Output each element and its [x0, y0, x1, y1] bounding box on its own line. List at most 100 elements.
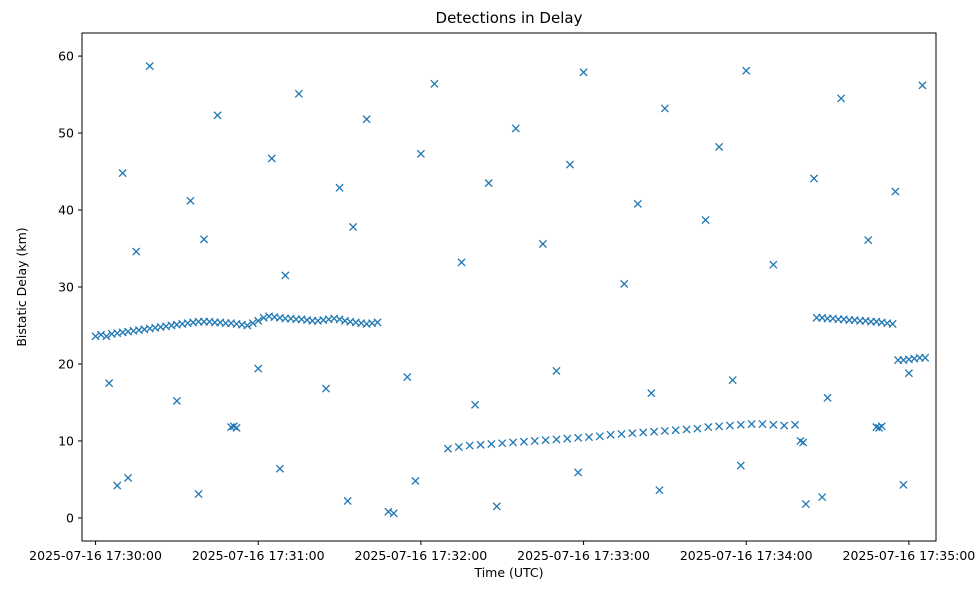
data-point	[335, 183, 344, 192]
data-point	[715, 142, 724, 151]
data-point	[736, 420, 745, 429]
data-point	[574, 433, 583, 442]
data-point	[579, 68, 588, 77]
data-point	[769, 420, 778, 429]
x-tick-label: 2025-07-16 17:35:00	[843, 548, 976, 563]
data-point	[918, 81, 927, 90]
data-point	[509, 438, 518, 447]
data-point	[715, 422, 724, 431]
data-point	[199, 235, 209, 244]
data-point	[701, 215, 710, 225]
data-point	[563, 434, 572, 443]
data-point	[132, 247, 141, 256]
data-point	[321, 384, 331, 393]
x-tick-label: 2025-07-16 17:31:00	[192, 548, 325, 563]
y-axis: 0 10 20 30 40 50 60	[58, 49, 82, 525]
data-point	[484, 179, 493, 188]
data-point	[476, 440, 485, 449]
data-point	[693, 424, 702, 433]
data-point	[620, 279, 629, 288]
data-point	[511, 124, 520, 133]
data-point	[809, 174, 819, 183]
data-point	[349, 222, 358, 232]
data-point	[801, 499, 810, 509]
data-point	[294, 89, 303, 98]
x-tick-label: 2025-07-16 17:34:00	[680, 548, 813, 563]
data-point	[113, 481, 122, 490]
data-point	[275, 464, 284, 473]
data-point	[780, 421, 789, 430]
data-point	[747, 419, 756, 429]
x-tick-label: 2025-07-16 17:32:00	[355, 548, 488, 563]
x-tick-label: 2025-07-16 17:33:00	[517, 548, 650, 563]
data-point	[595, 432, 604, 441]
data-point	[660, 426, 669, 435]
data-point	[254, 316, 263, 325]
data-point	[471, 400, 480, 409]
data-point	[639, 428, 648, 437]
data-point	[617, 429, 626, 439]
data-point	[389, 509, 398, 518]
data-point	[411, 476, 420, 486]
data-point	[877, 422, 886, 431]
data-point	[574, 468, 583, 477]
data-point	[124, 473, 133, 482]
data-point	[565, 160, 575, 169]
data-point	[649, 427, 659, 436]
y-tick-label: 0	[66, 510, 74, 525]
data-point	[403, 372, 412, 382]
data-point	[102, 332, 111, 341]
y-tick-label: 30	[58, 280, 74, 295]
data-point	[584, 433, 594, 442]
data-point	[118, 169, 127, 178]
data-point	[671, 426, 680, 435]
chart-title: Detections in Delay	[436, 9, 583, 27]
data-point	[647, 389, 656, 398]
data-point	[742, 66, 751, 75]
data-point	[105, 379, 114, 388]
data-point	[267, 154, 276, 163]
data-point	[373, 318, 382, 327]
data-point	[172, 396, 181, 405]
x-axis-title: Time (UTC)	[473, 565, 543, 580]
y-tick-label: 20	[58, 356, 74, 371]
data-point	[864, 235, 873, 245]
data-point	[416, 149, 425, 158]
data-point	[728, 376, 737, 385]
data-point	[457, 258, 466, 267]
data-point	[194, 489, 203, 499]
data-point	[254, 364, 263, 373]
data-point	[704, 423, 713, 432]
data-point	[232, 423, 241, 432]
data-point	[498, 439, 507, 448]
data-point	[487, 439, 496, 449]
x-tick-label: 2025-07-16 17:30:00	[29, 548, 162, 563]
data-point	[891, 187, 900, 196]
data-point	[186, 196, 195, 205]
data-point	[362, 115, 371, 124]
data-point	[454, 443, 463, 452]
data-point	[799, 438, 808, 447]
data-point	[633, 199, 642, 208]
data-point	[888, 319, 897, 329]
data-point	[541, 436, 550, 445]
data-point	[519, 437, 528, 446]
data-point	[552, 366, 561, 375]
data-point	[736, 461, 745, 470]
data-point	[343, 496, 352, 506]
data-point	[430, 79, 439, 88]
data-point	[492, 502, 501, 511]
data-point	[552, 435, 561, 444]
data-point	[725, 421, 735, 430]
data-point	[682, 425, 691, 434]
data-point	[655, 486, 664, 495]
y-tick-label: 10	[58, 433, 74, 448]
data-point	[281, 271, 290, 280]
data-point	[213, 111, 222, 120]
y-axis-title: Bistatic Delay (km)	[14, 227, 29, 346]
data-point	[837, 94, 846, 103]
data-point	[921, 353, 930, 362]
data-point	[899, 480, 908, 489]
x-axis: 2025-07-16 17:30:00 2025-07-16 17:31:00 20…	[29, 541, 975, 563]
